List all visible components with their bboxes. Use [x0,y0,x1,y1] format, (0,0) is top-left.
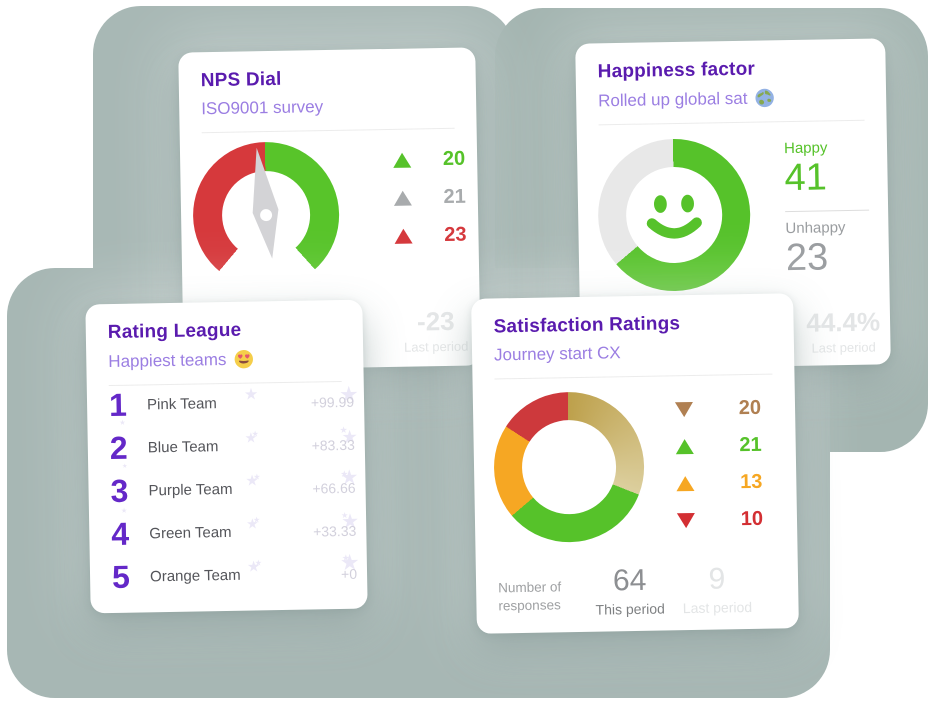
happy-value: 41 [784,156,828,200]
legend-row: 23 [394,216,467,255]
satisfaction-ratings-card: Satisfaction Ratings Journey start CX 20… [471,293,799,634]
last-period-label: Last period [811,339,876,356]
card-title: NPS Dial [200,68,282,92]
card-subtitle: Rolled up global sat [598,86,864,112]
legend-value: 23 [444,223,467,246]
rank: 2 [109,429,128,467]
responses-label: Number of responses [498,578,562,614]
legend-value: 10 [740,507,764,531]
gauge-legend: 20 21 23 [393,140,467,255]
team-score: +83.33 [311,436,355,454]
legend-row: 10 [676,501,764,539]
heart-eyes-emoji-icon [234,349,254,369]
last-period-value: -23 [416,306,455,337]
last-period-label: Last period [682,598,753,617]
last-period-block: 44.4% Last period [806,306,881,356]
legend-row: 21 [393,178,466,217]
rank: 5 [111,558,131,596]
list-item: 1 Pink Team +99.99 [109,380,355,427]
last-period-value: 9 [708,562,726,596]
happy-label: Happy [783,139,828,158]
card-title: Satisfaction Ratings [493,313,681,338]
list-item: 3 Purple Team +66.66 [110,466,356,513]
legend-row: 20 [674,390,762,428]
happiness-factor-card: Happiness factor Rolled up global sat [575,38,891,370]
team-score: +33.33 [312,522,357,539]
nps-dial-card: NPS Dial ISO9001 survey 20 21 23 [178,47,481,371]
divider [494,373,773,380]
team-score: +99.99 [310,393,355,411]
rank: 3 [110,472,129,510]
last-period-block: 9 Last period [682,562,753,617]
legend-row: 21 [675,427,762,465]
triangle-up-icon [676,475,695,492]
rating-league-card: Rating League Happiest teams 1 Pink Team… [85,299,368,614]
unhappy-label: Unhappy [785,218,846,237]
last-period-block: -23 Last period [403,306,469,355]
divider [785,209,870,212]
list-item: 4 Green Team +33.33 [111,509,357,556]
gauge-needle-icon [252,147,279,259]
legend-value: 13 [739,470,763,494]
happiness-donut-hole [625,166,724,264]
team-name: Blue Team [147,438,219,457]
legend-value: 21 [443,185,466,208]
card-subtitle: Journey start CX [493,343,621,365]
satisfaction-legend: 20 21 13 10 [674,390,764,539]
legend-value: 20 [442,147,466,170]
globe-emoji-icon [755,88,775,108]
team-name: Purple Team [148,480,233,500]
team-name: Orange Team [149,566,241,586]
card-subtitle: Happiest teams [108,347,341,372]
card-title: Rating League [107,319,242,344]
this-period-value: 64 [612,563,647,598]
smiley-face-icon [646,194,702,239]
team-score: +66.66 [312,479,356,497]
triangle-down-icon [676,512,696,529]
divider [598,119,865,126]
rank: 4 [111,515,130,553]
legend-value: 21 [739,433,762,457]
triangle-down-icon [674,401,694,418]
this-period-block: 64 This period [595,564,665,618]
triangle-up-icon [393,152,412,168]
unhappy-value: 23 [785,236,829,279]
happiness-stats: Happy 41 Unhappy 23 [784,139,876,281]
list-item: 5 Orange Team +0 [112,552,358,599]
legend-row: 13 [676,464,763,502]
last-period-value: 44.4% [806,306,881,339]
legend-row: 20 [393,140,466,179]
triangle-up-icon [675,438,694,455]
rating-list: 1 Pink Team +99.99 2 Blue Team +83.33 3 … [109,380,358,599]
rank: 1 [108,386,128,424]
card-subtitle: ISO9001 survey [201,97,324,119]
divider [201,127,455,134]
team-name: Green Team [149,523,232,543]
responses-summary: Number of responses 64 This period 9 Las… [498,561,785,619]
this-period-label: This period [595,600,665,618]
triangle-up-icon [394,228,413,244]
list-item: 2 Blue Team +83.33 [109,423,355,470]
team-score: +0 [340,565,358,582]
card-title: Happiness factor [597,58,756,83]
legend-value: 20 [738,396,762,420]
team-name: Pink Team [146,395,217,414]
triangle-up-icon [393,190,412,206]
last-period-label: Last period [403,338,469,355]
